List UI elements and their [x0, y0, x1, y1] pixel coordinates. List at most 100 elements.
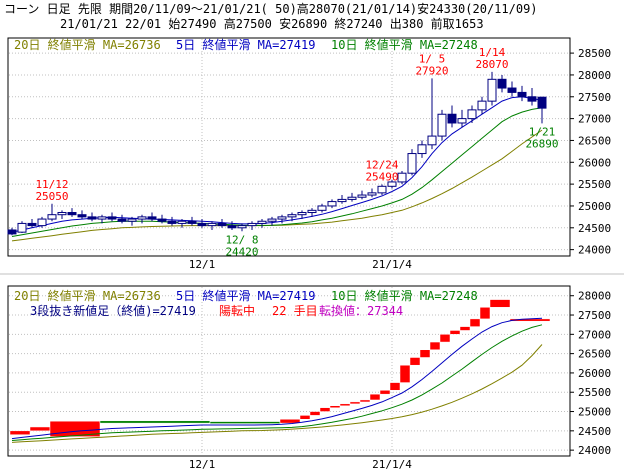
- candle-body-up: [237, 225, 247, 229]
- candle-body-down: [447, 113, 457, 124]
- candle-body-up: [267, 218, 277, 222]
- candle: [477, 96, 487, 115]
- candle-body-down: [157, 218, 167, 222]
- bottom-legend-ma20: 20日 終値平滑 MA=26736: [14, 288, 161, 303]
- bottom-y-tick-label: 27000: [578, 328, 611, 341]
- brick-up: [439, 334, 451, 343]
- brick-up: [379, 390, 391, 395]
- candle-body-up: [407, 153, 417, 174]
- annotation-value: 28070: [475, 58, 508, 71]
- candle-body-up: [467, 109, 477, 120]
- annotation-value: 27920: [415, 64, 448, 77]
- top-x-axis-labels: 12/1 21/1/4: [189, 258, 412, 271]
- brick-up: [329, 405, 341, 408]
- annotation-value: 25050: [35, 190, 68, 203]
- candle: [277, 214, 287, 224]
- candle: [87, 212, 97, 222]
- annotation-date: 1/14: [479, 46, 506, 59]
- candlestick-panel: 24000 24500 25000 25500 26000 26500 27000 27500…: [7, 37, 611, 271]
- annotation-value: 25490: [365, 171, 398, 184]
- candle: [7, 227, 17, 236]
- chart-canvas: 24000 24500 25000 25500 26000 26500 27000 27500…: [0, 37, 624, 471]
- candle: [67, 208, 77, 217]
- brick-up: [429, 341, 441, 351]
- brick-up: [369, 393, 381, 401]
- candle: [227, 221, 237, 230]
- candle: [357, 190, 367, 200]
- annotation-date: 1/ 5: [419, 52, 446, 65]
- candle-body-down: [7, 229, 17, 235]
- header-line-2: 21/01/21 22/01 始27490 高27500 安26890 終272…: [60, 17, 484, 31]
- candle: [297, 210, 307, 220]
- top-y-tick-label: 27000: [578, 113, 611, 126]
- candle: [267, 216, 277, 226]
- candle-body-down: [117, 218, 127, 222]
- top-legend-ma10: 10日 終値平滑 MA=27248: [331, 37, 478, 52]
- candle: [347, 192, 357, 202]
- candle-body-up: [457, 118, 467, 124]
- candle-body-down: [197, 222, 207, 227]
- candle: [527, 88, 537, 106]
- candle-body-up: [317, 205, 327, 211]
- annotation-date: 12/24: [365, 159, 398, 172]
- candle: [397, 171, 407, 185]
- top-gridlines: [9, 39, 569, 255]
- brick-up: [299, 415, 311, 420]
- candle-body-up: [327, 201, 337, 207]
- candle: [367, 188, 377, 198]
- candle: [417, 140, 427, 158]
- top-y-tick-label: 25500: [578, 178, 611, 191]
- candle: [97, 214, 107, 224]
- candle-body-up: [207, 222, 217, 227]
- bottom-y-tick-label: 28000: [578, 290, 611, 303]
- candle-body-up: [487, 78, 497, 102]
- top-legend-ma20: 20日 終値平滑 MA=26736: [14, 37, 161, 52]
- candle: [257, 219, 267, 228]
- candle: [377, 184, 387, 196]
- brick-down: [99, 420, 211, 424]
- candle: [147, 212, 157, 222]
- candle: [197, 219, 207, 228]
- candle: [157, 214, 167, 224]
- candle-body-up: [137, 216, 147, 220]
- brick-up: [319, 407, 331, 412]
- bottom-y-tick-label: 25500: [578, 386, 611, 399]
- header-line-1: コーン 日足 先限 期間20/11/09～21/01/21( 50)高28070…: [4, 2, 538, 16]
- candle-body-down: [167, 220, 177, 224]
- brick-up: [309, 411, 321, 416]
- candle: [127, 216, 137, 226]
- candle-body-down: [87, 216, 97, 220]
- bottom-y-tick-label: 24000: [578, 444, 611, 457]
- brick-up: [479, 307, 491, 320]
- bottom-x-tick-label: 12/1: [189, 458, 216, 471]
- candle-body-down: [497, 78, 507, 89]
- candle: [207, 221, 217, 230]
- trend-status: 陽転中: [219, 303, 255, 318]
- bottom-x-tick-label: 21/1/4: [372, 458, 412, 471]
- candle-body-up: [57, 212, 67, 216]
- candle: [437, 109, 447, 141]
- candle-body-down: [517, 91, 527, 98]
- candle: [57, 210, 67, 220]
- candle-body-up: [337, 198, 347, 203]
- candle-body-up: [177, 220, 187, 224]
- bottom-legend-ma10: 10日 終値平滑 MA=27248: [331, 288, 478, 303]
- candle-body-up: [347, 196, 357, 200]
- candle-body-up: [357, 194, 367, 198]
- candle-body-up: [477, 100, 487, 111]
- candle-body-up: [437, 113, 447, 137]
- brick-up: [409, 357, 421, 366]
- candle: [467, 105, 477, 123]
- bottom-y-tick-label: 24500: [578, 425, 611, 438]
- candle: [187, 216, 197, 226]
- new-price-line-panel: 24000 24500 25000 25500 26000 26500 27000 27500…: [7, 285, 611, 471]
- candle: [17, 221, 27, 234]
- brick-up: [399, 364, 411, 383]
- annotation-date: 1/21: [529, 125, 556, 138]
- candle: [537, 96, 547, 124]
- brick-up: [279, 419, 301, 424]
- candle-body-up: [37, 218, 47, 227]
- brick-up: [29, 426, 51, 432]
- top-y-tick-label: 24500: [578, 222, 611, 235]
